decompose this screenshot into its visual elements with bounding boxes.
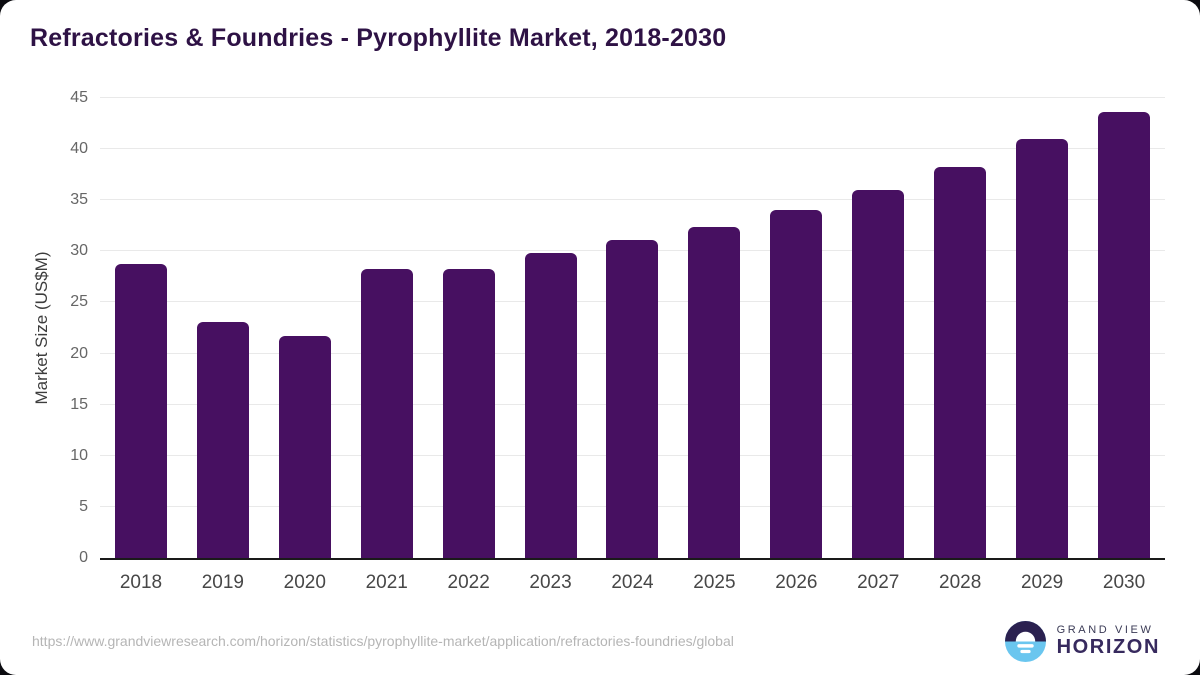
bar-slot-2025 — [673, 98, 755, 558]
x-axis-labels: 2018 2019 2020 2021 2022 2023 2024 2025 2026 2027… — [100, 558, 1165, 594]
x-tick-label-2030: 2030 — [1102, 572, 1146, 593]
bar-slot-2022 — [428, 98, 510, 558]
bar-2027[interactable] — [852, 190, 905, 558]
y-axis-title: Market Size (US$M) — [32, 251, 51, 405]
grandview-horizon-logo: GRAND VIEW HORIZON — [1004, 621, 1160, 662]
bar-slot-2026 — [755, 98, 837, 558]
x-tick-label-2023: 2023 — [529, 572, 572, 593]
source-url: https://www.grandviewresearch.com/horizo… — [32, 633, 734, 649]
y-tick-label-45: 45 — [70, 89, 88, 106]
gridline-40 — [100, 148, 1165, 150]
bar-slot-2028 — [919, 98, 1001, 558]
x-tick-label-2024: 2024 — [611, 572, 654, 593]
bar-2022[interactable] — [442, 268, 495, 558]
bar-2024[interactable] — [606, 240, 659, 558]
bar-2018[interactable] — [114, 263, 167, 558]
bar-2025[interactable] — [688, 226, 741, 558]
x-tick-label-2025: 2025 — [693, 572, 736, 593]
bar-2028[interactable] — [934, 166, 987, 558]
bar-slot-2018 — [100, 98, 182, 558]
x-tick-label-2027: 2027 — [857, 572, 900, 593]
bar-slot-2020 — [264, 98, 346, 558]
bar-2023[interactable] — [524, 253, 577, 558]
chart-title: Refractories & Foundries - Pyrophyllite … — [30, 24, 727, 52]
bar-slot-2024 — [592, 98, 674, 558]
y-tick-label-10: 10 — [70, 446, 88, 464]
plot-area: 2018 2019 2020 2021 2022 2023 2024 2025 2026 2027… — [70, 90, 1165, 593]
bar-slot-2019 — [182, 98, 264, 558]
gridline-35 — [100, 199, 1165, 201]
logo-text-grandview: GRAND VIEW — [1056, 623, 1154, 636]
bar-2030[interactable] — [1098, 112, 1151, 558]
bar-2019[interactable] — [196, 321, 249, 558]
y-tick-label-20: 20 — [70, 344, 88, 362]
bar-slot-2030 — [1083, 98, 1165, 558]
bar-slot-2023 — [510, 98, 592, 558]
logo-wordmark: GRAND VIEW HORIZON — [1057, 624, 1160, 660]
x-tick-label-2021: 2021 — [365, 572, 408, 593]
bar-slot-2029 — [1001, 98, 1083, 558]
y-tick-label-25: 25 — [70, 293, 88, 311]
x-tick-label-2020: 2020 — [283, 572, 326, 593]
x-tick-label-2029: 2029 — [1020, 572, 1064, 593]
bar-slot-2027 — [837, 98, 919, 558]
x-tick-label-2026: 2026 — [775, 572, 818, 593]
y-tick-label-15: 15 — [70, 395, 88, 413]
bar-2020[interactable] — [278, 336, 331, 558]
y-tick-label-5: 5 — [79, 497, 88, 515]
bar-2026[interactable] — [770, 210, 823, 558]
logo-text-horizon: HORIZON — [1056, 636, 1160, 659]
x-tick-label-2019: 2019 — [201, 572, 245, 593]
bar-slot-2021 — [346, 98, 428, 558]
x-tick-label-2018: 2018 — [119, 572, 163, 593]
x-tick-label-2022: 2022 — [447, 572, 490, 593]
gridline-45 — [100, 97, 1165, 98]
bars-container — [100, 98, 1165, 558]
x-tick-label-2028: 2028 — [939, 572, 982, 593]
y-tick-label-40: 40 — [70, 140, 88, 158]
y-tick-label-30: 30 — [70, 242, 88, 260]
y-tick-label-35: 35 — [70, 191, 88, 209]
y-tick-label-0: 0 — [79, 549, 88, 566]
bar-2021[interactable] — [360, 268, 413, 558]
sunrise-horizon-circle-icon — [1004, 621, 1046, 662]
bar-2029[interactable] — [1016, 138, 1069, 558]
